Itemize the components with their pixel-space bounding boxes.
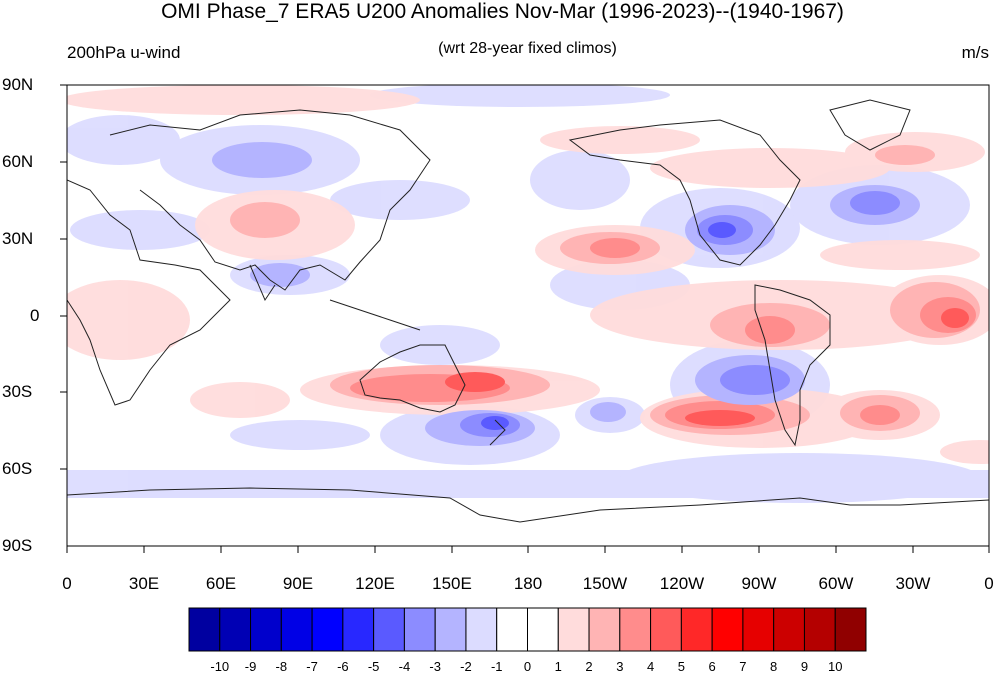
colorbar-swatch [280,607,313,652]
lat-label-60n: 60N [2,152,34,171]
lon-label: 60E [205,574,237,593]
colorbar-label: 6 [708,659,716,674]
colorbar-label: 9 [800,659,809,674]
coastlines [67,99,989,523]
axis-ticks [60,84,990,553]
colorbar-swatch [311,607,344,652]
colorbar-label: -1 [490,659,503,674]
colorbar-label: 0 [523,659,532,674]
lat-label-90s: 90S [2,536,33,555]
colorbar-swatch [342,607,375,652]
colorbar-swatch [527,607,559,652]
colorbar-label: 5 [677,659,685,674]
lat-label-30s: 30S [2,382,33,401]
colorbar-label: -3 [429,659,441,674]
lon-label: 90E [282,574,314,593]
colorbar-label: 1 [554,659,562,674]
lat-label-0: 0 [30,306,40,325]
colorbar-label: 2 [585,659,593,674]
chart-title: OMI Phase_7 ERA5 U200 Anomalies Nov-Mar … [161,0,844,23]
colorbar-swatch [250,607,282,652]
colorbar-label: -2 [460,659,472,674]
colorbar-swatch [219,607,252,652]
lon-label: 30W [895,574,931,593]
colorbar-label: -8 [275,659,288,674]
colorbar-swatch [619,607,652,652]
subtitle: (wrt 28-year fixed climos) [438,40,617,57]
colorbar-swatch [188,607,221,652]
colorbar-swatch [557,607,590,652]
lon-label: 30E [128,574,160,593]
colorbar-swatch [588,607,621,652]
lon-label: 0 [62,574,72,593]
lon-label: 90W [741,574,777,593]
lon-label: 60W [818,574,854,593]
lon-label: 120E [355,574,395,593]
colorbar-swatch [373,607,405,652]
colorbar-swatch [434,607,467,652]
lat-label-90n: 90N [2,75,34,94]
colorbar-swatch [742,607,775,652]
colorbar-swatch [680,607,713,652]
colorbar-swatch [803,607,836,652]
variable-label: 200hPa u-wind [67,43,181,62]
lon-label: 180 [513,574,543,593]
colorbar-label: -4 [398,659,411,674]
colorbar-label: 7 [739,659,747,674]
colorbar-swatch [834,607,867,652]
lat-label-30n: 30N [2,229,34,248]
colorbar-swatch [650,607,682,652]
colorbar-label: -7 [306,659,318,674]
colorbar-swatch [773,607,805,652]
lat-label-60s: 60S [2,459,33,478]
lon-label: 0 [984,574,994,593]
colorbar-swatch [465,607,498,652]
colorbar-label: -9 [244,659,257,674]
colorbar-swatch [711,607,744,652]
colorbar-label: 10 [827,659,843,674]
colorbar-label: 3 [616,659,624,674]
colorbar-label: -6 [337,659,349,674]
colorbar-swatch [496,607,528,652]
anomaly-shading [67,85,989,503]
lon-label: 120W [659,574,705,593]
colorbar-label: 4 [646,659,655,674]
colorbar-label: 8 [770,659,778,674]
lon-label: 150E [432,574,472,593]
colorbar-label: -10 [210,659,230,674]
colorbar-label: -5 [367,659,380,674]
colorbar-swatch [403,607,436,652]
units-label: m/s [961,43,989,62]
lon-label: 150W [582,574,628,593]
